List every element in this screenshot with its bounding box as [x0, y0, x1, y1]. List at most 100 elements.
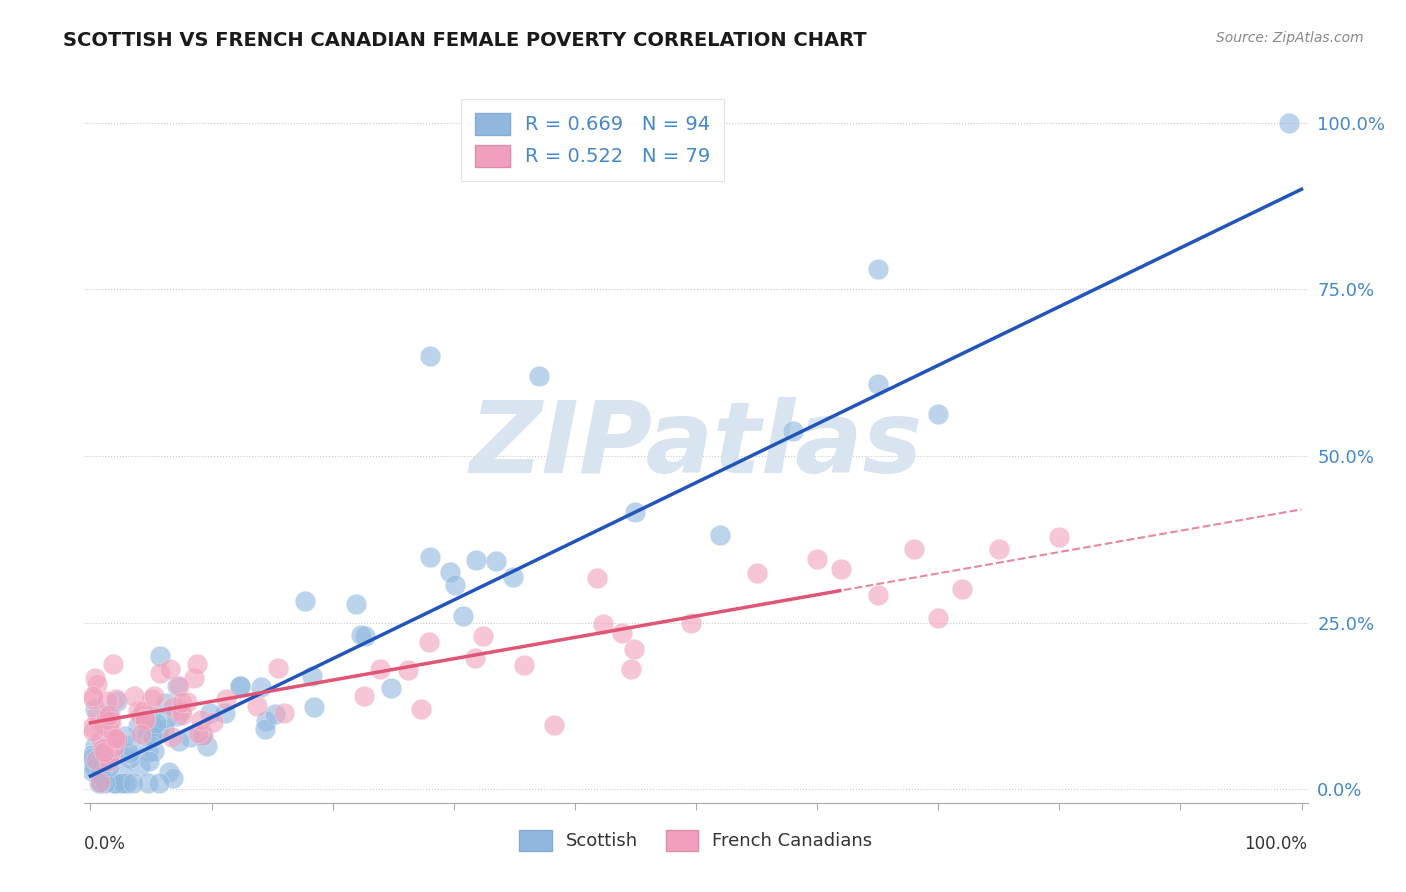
Point: [142, 731, 165, 745]
Point: [145, 716, 167, 731]
Point: [472, 629, 495, 643]
Point: [250, 680, 273, 694]
Point: [146, 725, 169, 739]
Point: [927, 407, 949, 421]
Point: [103, 739, 125, 754]
Point: [90, 733, 112, 747]
Point: [110, 765, 132, 780]
Point: [98, 706, 121, 721]
Point: [155, 696, 177, 710]
Point: [624, 505, 647, 519]
Point: [122, 689, 145, 703]
Point: [586, 571, 609, 585]
Point: [91, 741, 114, 756]
Point: [115, 776, 138, 790]
Point: [952, 582, 974, 597]
Point: [198, 706, 221, 720]
Point: [419, 549, 441, 564]
Point: [190, 729, 212, 743]
Point: [866, 588, 889, 602]
Point: [592, 616, 614, 631]
Point: [111, 776, 134, 790]
Point: [186, 657, 208, 672]
Point: [987, 542, 1010, 557]
Point: [142, 744, 165, 758]
Point: [100, 714, 122, 729]
Point: [118, 746, 141, 760]
Point: [620, 662, 643, 676]
Point: [98, 740, 121, 755]
Point: [86, 752, 108, 766]
Point: [512, 658, 534, 673]
Point: [86, 753, 108, 767]
Point: [118, 751, 141, 765]
Point: [830, 562, 852, 576]
Point: [612, 625, 634, 640]
Point: [128, 758, 150, 772]
Point: [179, 730, 201, 744]
Point: [201, 714, 224, 729]
Point: [156, 711, 179, 725]
Point: [214, 706, 236, 720]
Point: [806, 552, 828, 566]
Point: [97, 758, 120, 772]
Point: [451, 609, 474, 624]
Point: [136, 776, 159, 790]
Point: [141, 691, 163, 706]
Point: [94, 776, 117, 790]
Point: [254, 714, 277, 729]
Point: [444, 578, 467, 592]
Point: [166, 679, 188, 693]
Point: [527, 368, 550, 383]
Point: [149, 649, 172, 664]
Point: [100, 745, 122, 759]
Point: [353, 689, 375, 703]
Point: [273, 706, 295, 720]
Point: [183, 671, 205, 685]
Text: 0.0%: 0.0%: [84, 835, 127, 853]
Point: [80, 720, 103, 734]
Point: [169, 679, 191, 693]
Text: 100.0%: 100.0%: [1244, 835, 1308, 853]
Point: [93, 745, 115, 759]
Point: [485, 554, 508, 568]
Point: [267, 661, 290, 675]
Text: Source: ZipAtlas.com: Source: ZipAtlas.com: [1216, 31, 1364, 45]
Point: [98, 708, 121, 723]
Point: [83, 702, 105, 716]
Point: [170, 695, 193, 709]
Point: [439, 565, 461, 579]
Point: [149, 666, 172, 681]
Point: [87, 776, 110, 790]
Point: [96, 720, 118, 734]
Point: [301, 669, 323, 683]
Point: [135, 730, 157, 744]
Point: [170, 708, 193, 723]
Point: [134, 714, 156, 728]
Point: [302, 700, 325, 714]
Point: [90, 776, 112, 790]
Point: [104, 731, 127, 745]
Point: [101, 747, 124, 761]
Point: [138, 755, 160, 769]
Point: [129, 727, 152, 741]
Point: [745, 566, 768, 580]
Point: [80, 764, 103, 778]
Point: [134, 712, 156, 726]
Point: [101, 734, 124, 748]
Point: [142, 718, 165, 732]
Point: [195, 739, 218, 754]
Point: [84, 739, 107, 753]
Point: [96, 694, 118, 708]
Point: [96, 752, 118, 766]
Point: [83, 761, 105, 775]
Point: [866, 262, 889, 277]
Legend: Scottish, French Canadians: Scottish, French Canadians: [512, 822, 880, 858]
Point: [82, 689, 104, 703]
Point: [465, 552, 488, 566]
Point: [84, 753, 107, 767]
Text: ZIPatlas: ZIPatlas: [470, 398, 922, 494]
Point: [418, 349, 440, 363]
Point: [114, 776, 136, 790]
Point: [191, 728, 214, 742]
